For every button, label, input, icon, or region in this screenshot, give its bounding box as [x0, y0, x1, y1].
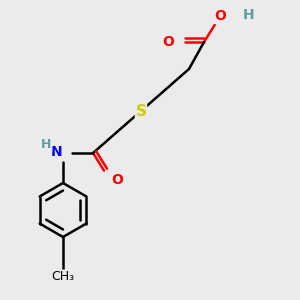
Text: O: O — [162, 35, 174, 49]
Text: O: O — [214, 10, 226, 23]
Text: O: O — [111, 173, 123, 187]
Text: H: H — [243, 8, 255, 22]
Text: CH₃: CH₃ — [51, 270, 75, 283]
Text: S: S — [136, 103, 146, 118]
Text: N: N — [51, 145, 63, 158]
Text: H: H — [41, 137, 52, 151]
